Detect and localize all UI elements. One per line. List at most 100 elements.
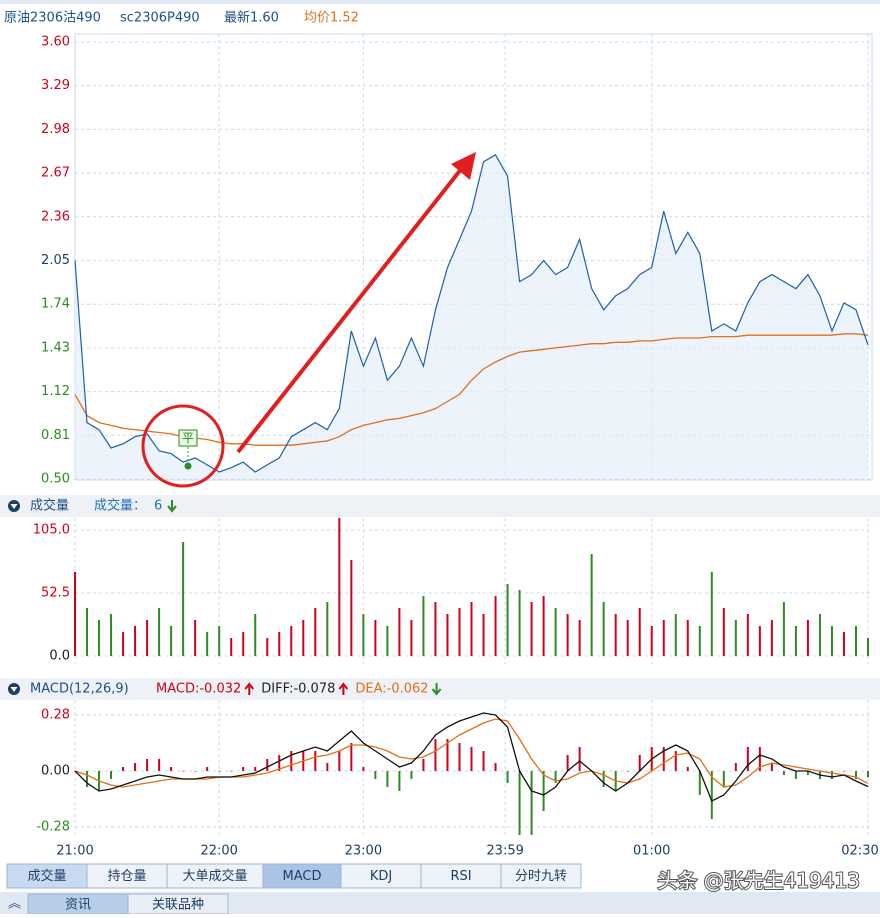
y-tick-label: 0.50 <box>41 472 70 487</box>
volume-bar <box>518 590 521 656</box>
tab[interactable]: 分时九转 <box>500 863 582 889</box>
tab-label: 分时九转 <box>515 869 567 884</box>
tab-bg <box>420 863 502 889</box>
x-tick-label: 21:00 <box>56 844 93 859</box>
macd-bar <box>350 743 353 771</box>
macd-bar <box>146 759 149 771</box>
tab[interactable]: 持仓量 <box>86 863 168 889</box>
y-tick-label: 1.43 <box>41 340 70 355</box>
volume-bar <box>650 626 653 656</box>
volume-bar <box>830 626 833 656</box>
average-price: 均价1.52 <box>304 11 359 26</box>
trend-arrow-head <box>451 152 476 180</box>
volume-bar <box>530 602 533 656</box>
macd-bar <box>374 771 377 779</box>
macd-bar <box>482 751 485 771</box>
macd-bar <box>566 755 569 771</box>
volume-bar <box>578 620 581 656</box>
bottom-tab[interactable]: 关联品种 <box>127 893 229 915</box>
tab-bg <box>166 863 264 889</box>
macd-bar <box>722 771 725 787</box>
macd-bar <box>506 771 509 783</box>
volume-bar <box>374 620 377 656</box>
tab-label: RSI <box>450 869 471 884</box>
volume-bar <box>170 626 173 656</box>
tab[interactable]: KDJ <box>340 863 422 889</box>
y-tick-label: 2.36 <box>41 209 70 224</box>
volume-bar <box>770 620 773 656</box>
expand-icon[interactable]: ︽ <box>8 897 21 912</box>
plots: 3.60 3.29 2.98 2.67 2.36 2.05 1.74 1.43 1.12 0.81… <box>33 34 879 859</box>
macd-bar <box>158 759 161 771</box>
tab[interactable]: MACD <box>262 863 342 889</box>
volume-bar <box>722 608 725 656</box>
macd-bar <box>830 771 833 779</box>
price-line <box>74 153 869 473</box>
volume-bar <box>122 632 125 656</box>
bottom-tab-label: 资讯 <box>65 898 91 913</box>
bottom-tab[interactable]: 资讯 <box>27 893 129 915</box>
macd-bar <box>698 771 701 795</box>
macd-bar <box>770 763 773 771</box>
macd-bar <box>638 755 641 771</box>
volume-bar <box>590 554 593 656</box>
volume-bar <box>602 602 605 656</box>
volume-bar <box>554 608 557 656</box>
x-tick-label: 01:00 <box>633 844 670 859</box>
volume-bar <box>506 584 509 656</box>
macd-bar <box>206 767 209 771</box>
volume-bar <box>326 602 329 656</box>
volume-bar <box>182 542 185 656</box>
volume-bar <box>470 602 473 656</box>
macd-bar <box>686 767 689 771</box>
volume-bar <box>338 518 341 656</box>
legend-value: -0.078 <box>293 682 335 697</box>
x-tick-label: 02:30 <box>841 844 878 859</box>
macd-bar <box>122 767 125 771</box>
average-line <box>74 333 869 446</box>
volume-header <box>0 495 880 517</box>
volume-bar <box>842 632 845 656</box>
legend-value: -0.062 <box>387 682 429 697</box>
tab[interactable]: RSI <box>420 863 502 889</box>
macd-bar <box>434 739 437 771</box>
y-tick-label: 105.0 <box>33 523 70 538</box>
tab-label: 持仓量 <box>107 869 146 884</box>
macd-bar <box>782 771 785 775</box>
volume-bar <box>638 608 641 656</box>
volume-bar <box>98 620 101 656</box>
volume-bar <box>854 626 857 656</box>
macd-bar <box>170 767 173 771</box>
y-tick-label: 0.81 <box>41 428 70 443</box>
macd-bar <box>194 771 197 772</box>
y-tick-label: 3.60 <box>41 35 70 50</box>
tab-label: KDJ <box>370 869 392 884</box>
macd-bar <box>338 751 341 771</box>
volume-bar <box>110 614 113 656</box>
tab[interactable]: 大单成交量 <box>166 863 264 889</box>
macd-bar <box>662 747 665 771</box>
contract-code: sc2306P490 <box>120 11 200 26</box>
volume-bar <box>614 614 617 656</box>
macd-bar <box>674 751 677 771</box>
macd-bar <box>518 771 521 835</box>
macd-bar <box>494 763 497 771</box>
volume-bar <box>206 632 209 656</box>
tab[interactable]: 成交量 <box>6 863 88 889</box>
tab-bg <box>500 863 582 889</box>
close-marker-label: 平 <box>182 431 194 445</box>
y-tick-label: 0.28 <box>41 708 70 723</box>
y-tick-label: 3.29 <box>41 78 70 93</box>
y-tick-label: 2.05 <box>41 253 70 268</box>
y-tick-label: 2.67 <box>41 166 70 181</box>
volume-bar <box>674 614 677 656</box>
volume-title: 成交量 <box>30 498 69 514</box>
volume-bar <box>446 614 449 656</box>
macd-bar <box>110 771 113 779</box>
macd-line <box>74 712 869 802</box>
macd-bar <box>422 759 425 771</box>
volume-bar <box>434 602 437 656</box>
volume-bar <box>794 626 797 656</box>
macd-bar <box>86 771 89 787</box>
